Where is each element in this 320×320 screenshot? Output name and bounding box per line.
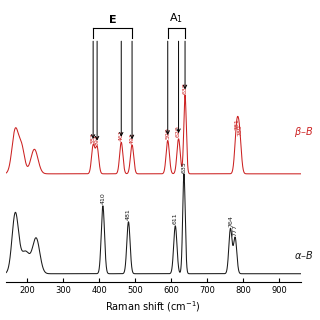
- Text: 481: 481: [126, 209, 131, 220]
- Text: 777: 777: [233, 224, 238, 236]
- Text: 394: 394: [95, 134, 100, 146]
- Text: 781: 781: [234, 119, 239, 131]
- Text: 410: 410: [100, 193, 105, 204]
- Text: 635: 635: [181, 161, 187, 172]
- Text: 383: 383: [91, 132, 96, 144]
- Text: $\beta$–B: $\beta$–B: [294, 125, 313, 139]
- Text: 638: 638: [182, 82, 188, 94]
- Text: 620: 620: [176, 126, 181, 138]
- Text: 461: 461: [119, 129, 124, 141]
- Text: $\alpha$–B: $\alpha$–B: [294, 249, 313, 261]
- X-axis label: Raman shift (cm$^{-1}$): Raman shift (cm$^{-1}$): [105, 300, 201, 315]
- Text: 764: 764: [228, 216, 233, 228]
- Text: 491: 491: [130, 132, 135, 144]
- Text: 789: 789: [237, 124, 242, 136]
- Text: $\mathrm{A_1}$: $\mathrm{A_1}$: [169, 11, 183, 25]
- Text: 590: 590: [165, 127, 170, 139]
- Text: 611: 611: [173, 213, 178, 224]
- Text: E: E: [109, 15, 116, 25]
